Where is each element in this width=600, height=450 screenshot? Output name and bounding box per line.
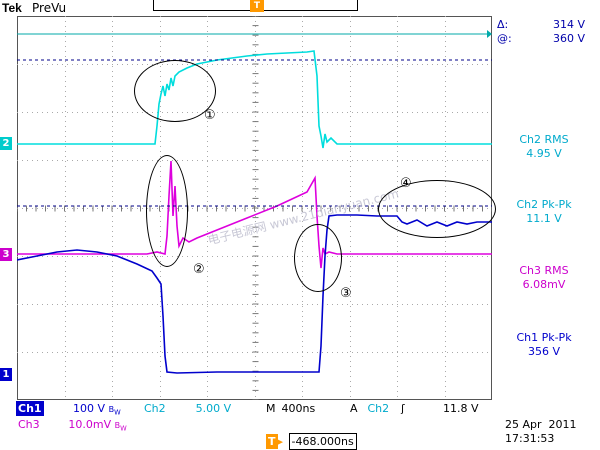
date-label: 25 Apr 2011 — [505, 418, 577, 431]
date-time: 25 Apr 2011 17:31:53 — [505, 418, 577, 446]
ch3-settings[interactable]: Ch3 10.0mV BW — [16, 417, 145, 433]
ch1-scale: 100 V — [73, 402, 106, 415]
delta-symbol: Δ: — [497, 18, 509, 31]
at-symbol: @: — [497, 32, 512, 45]
measurement-ch2-pkpk: Ch2 Pk-Pk 11.1 V — [494, 198, 594, 226]
annotation-3: ③ — [340, 286, 352, 301]
trigger-channel: Ch2 — [367, 402, 390, 415]
measurement-label: Ch2 RMS — [519, 133, 569, 146]
trigger-offset[interactable]: T ▸ -468.000ns — [266, 433, 357, 450]
measurement-label: Ch1 Pk-Pk — [516, 331, 572, 344]
ch2-scale: 5.00 V — [195, 402, 232, 415]
at-value: 360 V — [552, 32, 585, 45]
measurement-value: 4.95 V — [526, 147, 562, 160]
annotation-2: ② — [193, 262, 205, 277]
measurement-value: 6.08mV — [522, 278, 566, 291]
trigger-settings[interactable]: A Ch2 ʃ 11.8 V — [350, 401, 495, 416]
annotation-1: ① — [204, 108, 216, 123]
measurement-value: 356 V — [527, 345, 561, 358]
ch1-ground-marker[interactable]: 1 — [0, 368, 12, 381]
timebase-prefix: M — [266, 402, 276, 415]
acquisition-mode: PreVu — [32, 1, 67, 15]
ch2-settings[interactable]: Ch2 5.00 V — [142, 401, 262, 416]
annotation-ellipse-3 — [294, 224, 342, 292]
delta-value: 314 V — [552, 18, 585, 31]
annotation-ellipse-4 — [378, 180, 496, 238]
measurement-ch1-pkpk: Ch1 Pk-Pk 356 V — [494, 331, 594, 359]
trigger-offset-value: -468.000ns — [288, 433, 357, 450]
brand-logo: Tek — [2, 1, 22, 15]
annotation-4: ④ — [400, 176, 412, 191]
ch1-bandwidth-limit: BW — [108, 405, 121, 417]
ch1-label: Ch1 — [16, 401, 44, 416]
ch3-ground-marker[interactable]: 3 — [0, 248, 12, 261]
ch2-ground-marker[interactable]: 2 — [0, 137, 12, 150]
measurement-label: Ch3 RMS — [519, 264, 569, 277]
measurement-value: 11.1 V — [526, 212, 562, 225]
ch3-scale: 10.0mV — [68, 418, 112, 431]
ch2-label: Ch2 — [144, 402, 166, 415]
ch3-label: Ch3 — [18, 418, 40, 431]
timebase-settings[interactable]: M 400ns — [266, 401, 346, 416]
measurement-ch3-rms: Ch3 RMS 6.08mV — [494, 264, 594, 292]
ch3-bandwidth-limit: BW — [114, 421, 127, 433]
trigger-slope-icon: ʃ — [401, 402, 405, 415]
measurement-label: Ch2 Pk-Pk — [516, 198, 572, 211]
trigger-offset-icon: T — [266, 434, 278, 449]
measurement-ch2-rms: Ch2 RMS 4.95 V — [494, 133, 594, 161]
time-label: 17:31:53 — [505, 432, 555, 445]
trigger-level: 11.8 V — [442, 402, 479, 415]
annotation-ellipse-1 — [134, 60, 216, 122]
ch1-settings[interactable]: Ch1 100 V BW — [16, 401, 145, 417]
trigger-position-marker[interactable]: T — [250, 0, 264, 12]
timebase-value: 400ns — [281, 402, 316, 415]
trigger-prefix: A — [350, 402, 358, 415]
annotation-ellipse-2 — [146, 155, 188, 267]
cursor-readout: Δ: 314 V @: 360 V — [497, 18, 585, 46]
